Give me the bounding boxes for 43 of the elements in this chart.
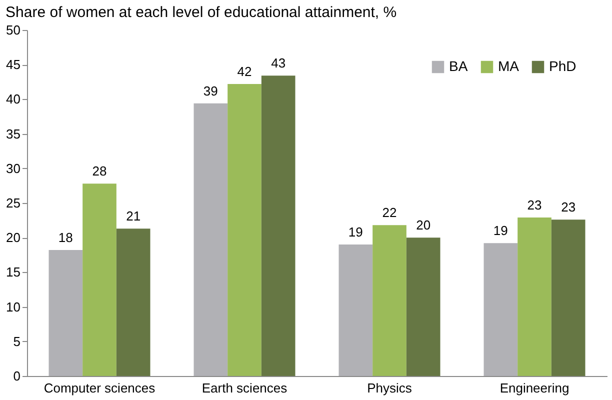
y-tick-label: 20 <box>6 230 20 246</box>
y-tick-label: 25 <box>6 196 20 210</box>
legend-label: BA <box>449 58 468 74</box>
bar <box>484 243 518 376</box>
bar <box>116 228 150 376</box>
bar <box>48 250 83 376</box>
data-label: 23 <box>561 200 576 215</box>
data-label: 19 <box>493 223 508 238</box>
data-label: 20 <box>416 218 431 233</box>
y-tick-label: 35 <box>6 126 20 142</box>
legend-label: PhD <box>549 58 576 74</box>
data-label: 21 <box>126 208 141 224</box>
bar <box>194 103 228 376</box>
y-tick-label: 30 <box>6 160 20 176</box>
bar <box>261 76 296 376</box>
data-label: 19 <box>348 224 363 240</box>
data-label: 22 <box>382 205 397 220</box>
y-tick-label: 45 <box>6 57 20 72</box>
data-label: 43 <box>271 56 286 71</box>
x-tick-label: Computer sciences <box>44 380 156 396</box>
bar <box>338 244 373 376</box>
x-tick-label: Physics <box>367 380 412 396</box>
y-tick-label: 5 <box>13 334 20 349</box>
y-tick-label: 40 <box>6 92 20 107</box>
data-label: 42 <box>237 64 252 79</box>
bar <box>518 218 552 376</box>
x-tick-label: Engineering <box>500 380 570 396</box>
data-label: 23 <box>527 198 542 213</box>
y-tick-label: 10 <box>6 299 20 314</box>
x-tick-label: Earth sciences <box>202 380 288 396</box>
y-tick-label: 15 <box>6 264 20 280</box>
bar <box>82 184 116 376</box>
legend-label: MA <box>498 58 520 74</box>
bar <box>551 220 586 376</box>
bar <box>228 84 262 376</box>
y-tick-label: 50 <box>6 22 20 38</box>
bar <box>406 238 440 376</box>
y-tick-label: 0 <box>13 368 20 384</box>
data-label: 18 <box>58 230 73 246</box>
data-label: 28 <box>92 164 107 179</box>
chart-title: Share of women at each level of educational attainment, % <box>6 4 397 21</box>
bar <box>372 225 406 376</box>
data-label: 39 <box>203 83 218 98</box>
